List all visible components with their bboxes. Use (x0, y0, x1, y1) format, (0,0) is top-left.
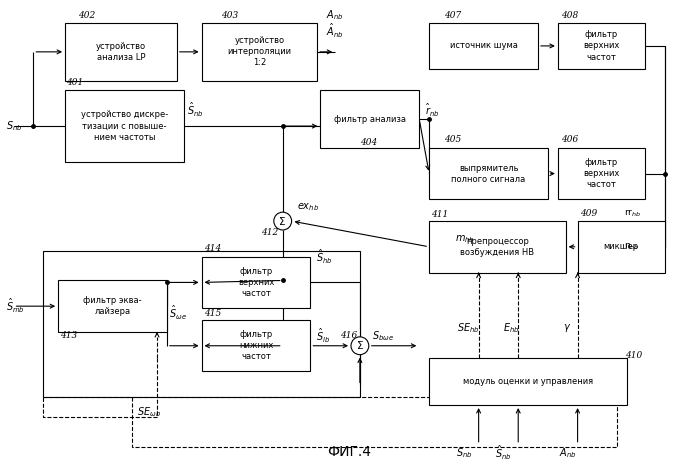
Text: $\hat{S}_{nb}$: $\hat{S}_{nb}$ (495, 444, 512, 462)
Bar (429, 23, 538, 69)
Bar (577, 221, 665, 272)
Text: устройство
интерполяции
1:2: устройство интерполяции 1:2 (227, 36, 291, 67)
Text: фильтр эква-
лайзера: фильтр эква- лайзера (83, 296, 142, 316)
Text: фильтр
верхних
частот: фильтр верхних частот (238, 267, 274, 298)
Bar (58, 280, 167, 332)
Text: $\hat{S}_{lb}$: $\hat{S}_{lb}$ (317, 327, 331, 345)
Bar (201, 257, 310, 308)
Text: $SE_{\omega b}$: $SE_{\omega b}$ (137, 405, 161, 419)
Text: $S_{nb}$: $S_{nb}$ (6, 119, 22, 133)
Text: 412: 412 (261, 228, 278, 238)
Text: Σ: Σ (356, 341, 363, 351)
Text: $\hat{S}_{\omega e}$: $\hat{S}_{\omega e}$ (169, 304, 187, 322)
Text: 416: 416 (340, 332, 357, 340)
Text: устройство
анализа LP: устройство анализа LP (96, 42, 146, 62)
Bar (201, 23, 317, 80)
Bar (201, 320, 310, 372)
Text: 401: 401 (66, 78, 83, 87)
Text: $ex_{hb}$: $ex_{hb}$ (296, 201, 319, 213)
Text: 404: 404 (360, 139, 377, 147)
Text: $\hat{S}_{mb}$: $\hat{S}_{mb}$ (6, 297, 24, 315)
Text: 406: 406 (561, 135, 578, 145)
Text: $\hat{A}_{nb}$: $\hat{A}_{nb}$ (326, 22, 344, 40)
Text: 414: 414 (203, 244, 221, 253)
Bar (65, 23, 177, 80)
Text: $m_{hb}$: $m_{hb}$ (455, 233, 475, 245)
Text: 408: 408 (561, 11, 578, 20)
Bar (132, 397, 617, 447)
Text: фильтр анализа: фильтр анализа (334, 115, 406, 124)
Text: $\hat{S}_{nb}$: $\hat{S}_{nb}$ (187, 101, 203, 119)
Text: Σ: Σ (280, 217, 286, 226)
Text: 410: 410 (625, 351, 642, 360)
Text: выпрямитель
полного сигнала: выпрямитель полного сигнала (452, 164, 526, 184)
Text: 403: 403 (222, 11, 238, 20)
Text: rr$_{hb}$: rr$_{hb}$ (624, 207, 642, 219)
Circle shape (274, 212, 291, 230)
Text: 413: 413 (60, 332, 78, 340)
Text: 409: 409 (579, 209, 597, 218)
Text: 407: 407 (444, 11, 461, 20)
Text: $A_{nb}$: $A_{nb}$ (559, 446, 577, 459)
Circle shape (351, 337, 369, 355)
Text: устройство дискре-
тизации с повыше-
нием частоты: устройство дискре- тизации с повыше- ние… (81, 111, 168, 142)
Text: $\hat{r}_{nb}$: $\hat{r}_{nb}$ (425, 102, 440, 119)
Text: $SE_{hb}$: $SE_{hb}$ (457, 321, 480, 335)
Text: модуль оценки и управления: модуль оценки и управления (463, 377, 593, 386)
Text: $E_{hb}$: $E_{hb}$ (503, 321, 520, 335)
Text: фильтр
нижних
частот: фильтр нижних частот (239, 330, 273, 361)
Text: 405: 405 (444, 135, 461, 145)
Text: $\gamma$: $\gamma$ (563, 322, 571, 334)
Bar (43, 251, 360, 397)
Text: n$_{hb}$: n$_{hb}$ (624, 241, 640, 252)
Text: фильтр
верхних
частот: фильтр верхних частот (583, 158, 619, 189)
Text: 411: 411 (431, 210, 448, 219)
Text: $S_{nb}$: $S_{nb}$ (456, 446, 472, 459)
Bar (65, 91, 184, 162)
Text: $S_{b\omega e}$: $S_{b\omega e}$ (372, 329, 394, 343)
Text: 415: 415 (203, 309, 221, 318)
Text: $A_{nb}$: $A_{nb}$ (326, 8, 344, 22)
Text: фильтр
верхних
частот: фильтр верхних частот (583, 30, 619, 61)
Bar (558, 23, 645, 69)
Text: микшер: микшер (603, 242, 639, 251)
Bar (429, 221, 565, 272)
Text: препроцессор
возбуждения НВ: препроцессор возбуждения НВ (461, 237, 535, 257)
Bar (320, 91, 419, 148)
Bar (558, 148, 645, 199)
Bar (429, 148, 548, 199)
Bar (429, 358, 627, 405)
Text: источник шума: источник шума (449, 41, 517, 50)
Text: ФИГ.4: ФИГ.4 (328, 445, 371, 458)
Text: $\hat{S}_{hb}$: $\hat{S}_{hb}$ (317, 248, 333, 266)
Text: 402: 402 (78, 11, 95, 20)
